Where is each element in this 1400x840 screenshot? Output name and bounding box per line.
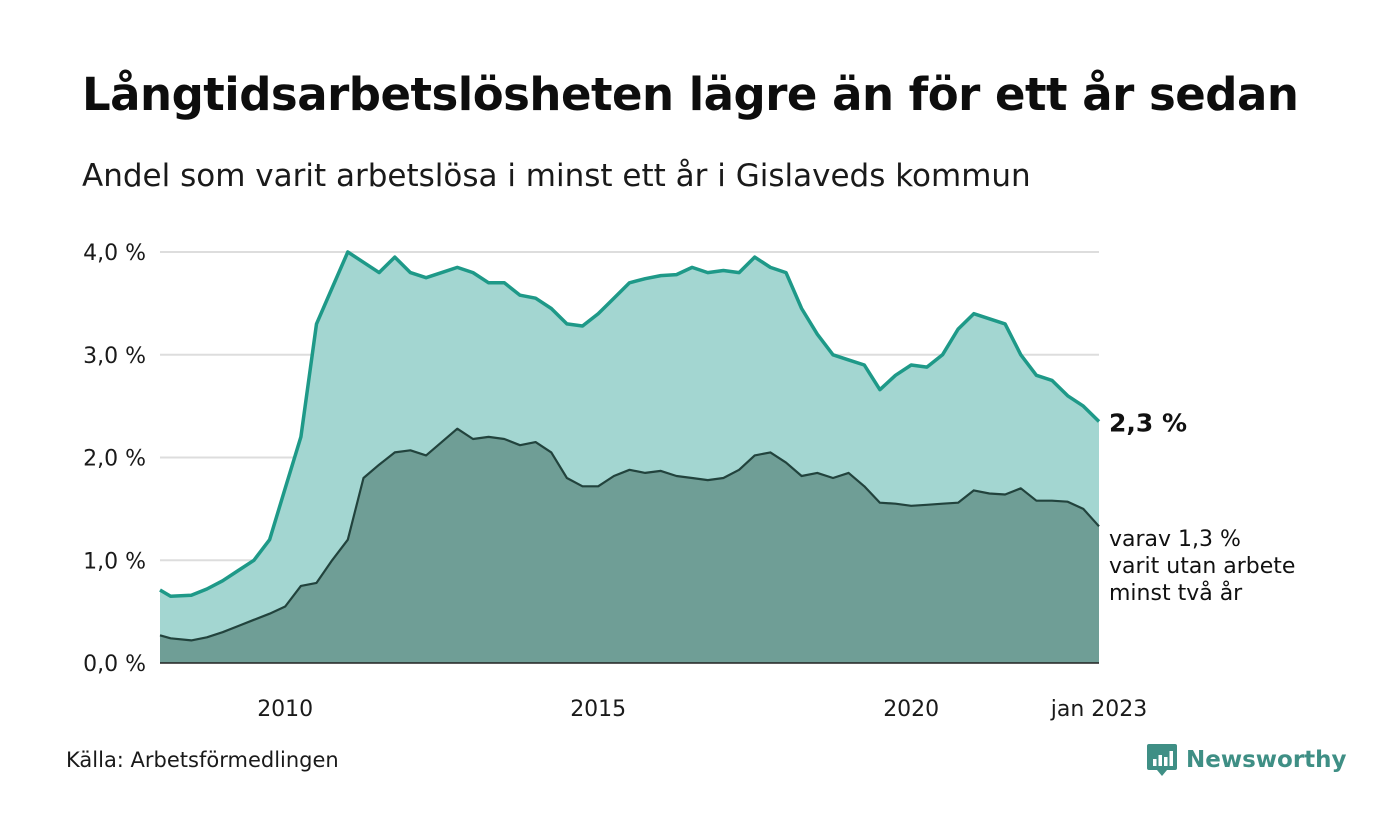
series-line-total <box>159 250 1101 598</box>
y-tick-label: 1,0 % <box>83 549 146 574</box>
x-tick-label: 2015 <box>570 697 626 722</box>
x-tick-label: 2020 <box>883 697 939 722</box>
long-term-end-label: varit utan arbete <box>1109 554 1295 579</box>
long-term-end-label: varav 1,3 % <box>1109 527 1241 552</box>
bar-chart-logo-icon <box>1147 744 1177 776</box>
x-tick-label: jan 2023 <box>1050 697 1148 722</box>
long-term-end-label: minst två år <box>1109 580 1243 606</box>
y-tick-label: 3,0 % <box>83 344 146 369</box>
series-line-long <box>159 427 1100 642</box>
newsworthy-logo: Newsworthy <box>1146 742 1347 778</box>
y-tick-label: 2,0 % <box>83 447 146 472</box>
x-tick-label: 2010 <box>257 697 313 722</box>
source-note: Källa: Arbetsförmedlingen <box>66 748 339 772</box>
total-end-label: 2,3 % <box>1109 409 1187 438</box>
y-tick-label: 0,0 % <box>83 652 146 677</box>
chart-title: Långtidsarbetslösheten lägre än för ett … <box>82 68 1299 121</box>
brand-name: Newsworthy <box>1186 747 1347 773</box>
y-tick-label: 4,0 % <box>83 241 146 266</box>
chart-subtitle: Andel som varit arbetslösa i minst ett å… <box>82 158 1031 194</box>
